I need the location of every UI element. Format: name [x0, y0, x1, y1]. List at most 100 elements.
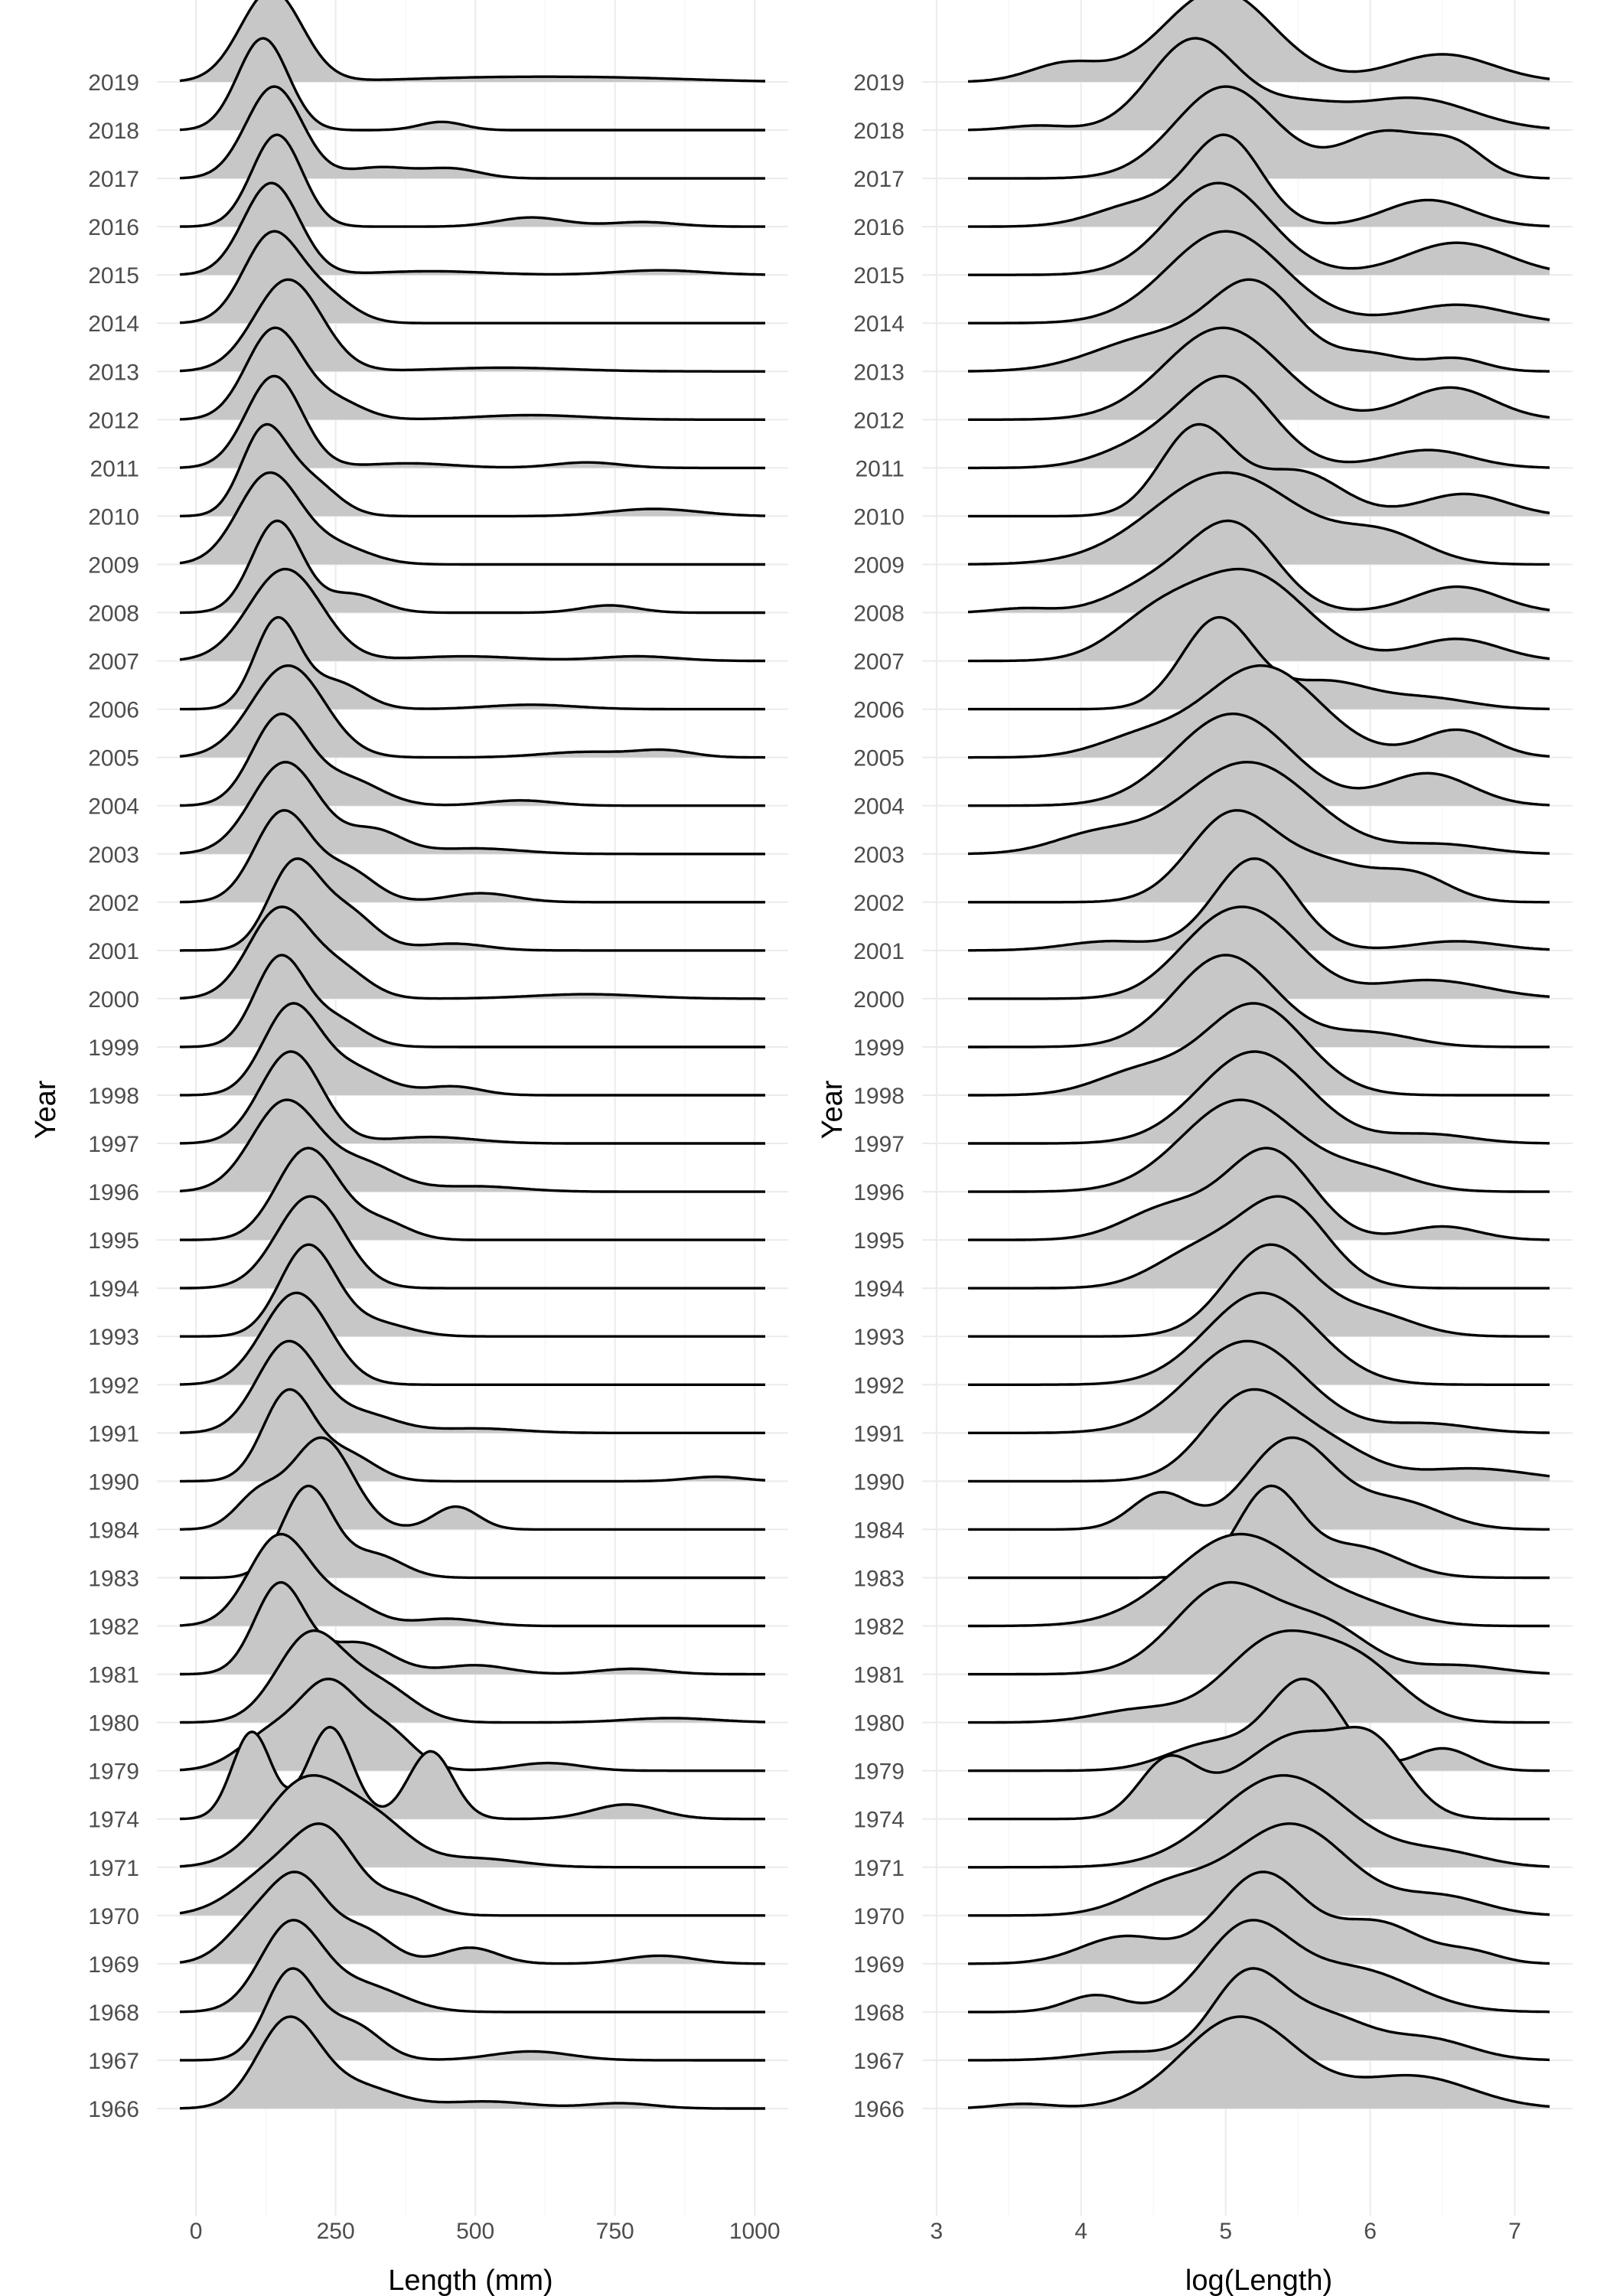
ridge-line: [179, 133, 765, 228]
ridge-line: [968, 1050, 1550, 1145]
ridge-line: [968, 664, 1550, 759]
ridge-line: [179, 1339, 765, 1434]
ridge-2008: [179, 519, 765, 615]
ridge-line: [968, 37, 1550, 132]
y-tick-label: 2013: [853, 360, 905, 385]
ridge-fill: [968, 1293, 1550, 1385]
ridge-fill: [968, 1871, 1550, 1964]
ridge-fill: [180, 1244, 765, 1337]
y-tick-label: 2011: [855, 456, 905, 481]
ridge-2015: [179, 181, 765, 276]
y-tick-label: 2006: [88, 698, 139, 723]
ridge-line: [968, 1243, 1550, 1338]
y-tick-label: 2016: [853, 215, 905, 240]
ridge-fill: [968, 617, 1550, 709]
ridge-line: [180, 954, 765, 1049]
ridge-2007: [179, 567, 765, 663]
ridge-fill: [968, 424, 1550, 517]
right-x-axis-title: log(Length): [1185, 2265, 1332, 2296]
x-tick-label: 4: [1074, 2219, 1087, 2244]
ridge-fill: [968, 1727, 1550, 1819]
y-tick-label: 2004: [88, 794, 139, 820]
left-x-axis-title: Length (mm): [388, 2265, 553, 2296]
ridge-line: [180, 1388, 766, 1483]
y-tick-label: 1981: [853, 1663, 905, 1688]
ridge-line: [180, 1243, 765, 1338]
y-tick-label: 2008: [853, 602, 905, 627]
ridge-2005: [179, 664, 766, 759]
ridge-fill: [968, 1486, 1550, 1578]
y-tick-label: 1981: [88, 1663, 139, 1688]
ridge-2018: [968, 37, 1550, 132]
y-tick-label: 1969: [88, 1952, 139, 1978]
ridge-line: [180, 1146, 765, 1241]
ridge-2013: [968, 278, 1550, 373]
ridge-1970: [968, 1822, 1550, 1917]
ridge-line: [968, 1291, 1550, 1386]
ridge-line: [968, 278, 1550, 373]
ridge-fill: [968, 713, 1550, 806]
ridge-fill: [968, 2017, 1550, 2108]
y-tick-label: 1991: [88, 1421, 139, 1446]
ridge-1991: [968, 1339, 1550, 1434]
ridge-2014: [968, 230, 1550, 325]
ridge-fill: [968, 1534, 1550, 1626]
left-x-tick-labels: 0 250 500 750 1000: [190, 2219, 781, 2244]
ridge-2001: [968, 857, 1550, 952]
right-ridges: [967, 0, 1550, 2109]
ridge-line: [968, 1339, 1550, 1434]
ridge-line: [968, 1436, 1550, 1531]
y-tick-label: 2001: [853, 939, 905, 964]
ridge-line: [179, 37, 765, 132]
ridge-fill: [968, 810, 1550, 902]
y-tick-label: 1982: [88, 1615, 139, 1640]
ridge-line: [179, 1822, 765, 1917]
y-tick-label: 2000: [853, 987, 905, 1013]
y-tick-label: 1993: [88, 1325, 139, 1350]
ridge-line: [179, 809, 765, 904]
y-tick-label: 1971: [853, 1856, 905, 1881]
ridge-2017: [968, 85, 1550, 180]
ridge-1992: [968, 1291, 1550, 1386]
ridge-fill: [968, 762, 1550, 854]
y-tick-label: 1984: [853, 1518, 905, 1543]
ridge-line: [968, 857, 1550, 952]
ridge-1982: [179, 1532, 765, 1628]
ridge-line: [179, 230, 765, 325]
y-tick-label: 2001: [88, 939, 139, 964]
x-tick-label: 1000: [729, 2219, 781, 2244]
ridge-line: [179, 1291, 765, 1386]
ridge-line: [179, 519, 765, 615]
ridge-line: [179, 278, 765, 373]
ridge-2000: [968, 905, 1550, 1000]
ridge-2004: [968, 713, 1550, 807]
y-tick-label: 1966: [88, 2097, 139, 2122]
y-tick-label: 1994: [88, 1277, 139, 1302]
ridge-fill: [968, 1244, 1550, 1337]
ridge-line: [180, 1919, 765, 2014]
ridge-line: [968, 954, 1550, 1049]
right-y-axis-title: Year: [817, 1080, 849, 1139]
y-tick-label: 1984: [88, 1518, 139, 1543]
ridge-fill: [180, 617, 765, 709]
y-tick-label: 2010: [88, 504, 139, 530]
y-tick-label: 2015: [853, 263, 905, 289]
ridge-fill: [180, 906, 765, 999]
x-tick-label: 0: [190, 2219, 203, 2244]
ridge-1992: [179, 1291, 765, 1386]
y-tick-label: 2004: [853, 794, 905, 820]
ridge-2000: [179, 905, 765, 1000]
ridge-1969: [179, 1870, 765, 1965]
ridge-line: [968, 567, 1550, 663]
ridge-2002: [179, 809, 765, 904]
ridge-1970: [179, 1822, 765, 1917]
ridge-fill: [968, 1919, 1550, 2012]
y-tick-label: 1966: [853, 2097, 905, 2122]
ridge-1999: [180, 954, 765, 1049]
ridge-fill: [180, 86, 765, 179]
ridge-line: [179, 0, 765, 83]
ridge-fill: [968, 1582, 1550, 1675]
y-tick-label: 2019: [853, 70, 905, 96]
ridge-1967: [180, 1967, 765, 2062]
y-tick-label: 1998: [88, 1084, 139, 1109]
